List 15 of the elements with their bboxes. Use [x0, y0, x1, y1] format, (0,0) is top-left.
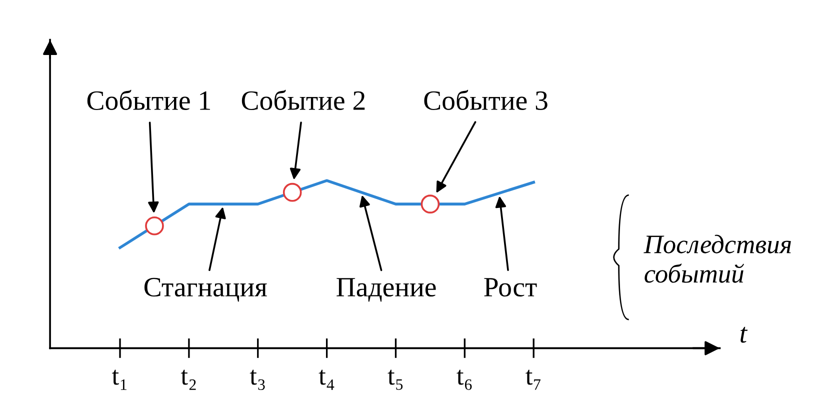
x-tick-label: t₆	[456, 370, 472, 390]
annotation: Стагнация	[144, 278, 267, 302]
annotation: Падение	[336, 278, 436, 302]
x-tick-label: t₇	[526, 370, 540, 390]
x-tick-label: t₅	[388, 370, 403, 390]
text: t	[740, 326, 748, 343]
text: Событие 2	[242, 90, 365, 110]
x-tick-label: t₃	[250, 370, 265, 390]
x-tick-label: t₄	[318, 370, 334, 390]
text: Событие 3	[424, 90, 548, 110]
annotation: Рост	[484, 278, 537, 297]
x-tick-label: t₂	[180, 370, 196, 390]
text: Последствия событий	[644, 234, 791, 283]
text: Событие 1	[87, 90, 210, 110]
x-tick-label: t₁	[112, 370, 126, 390]
